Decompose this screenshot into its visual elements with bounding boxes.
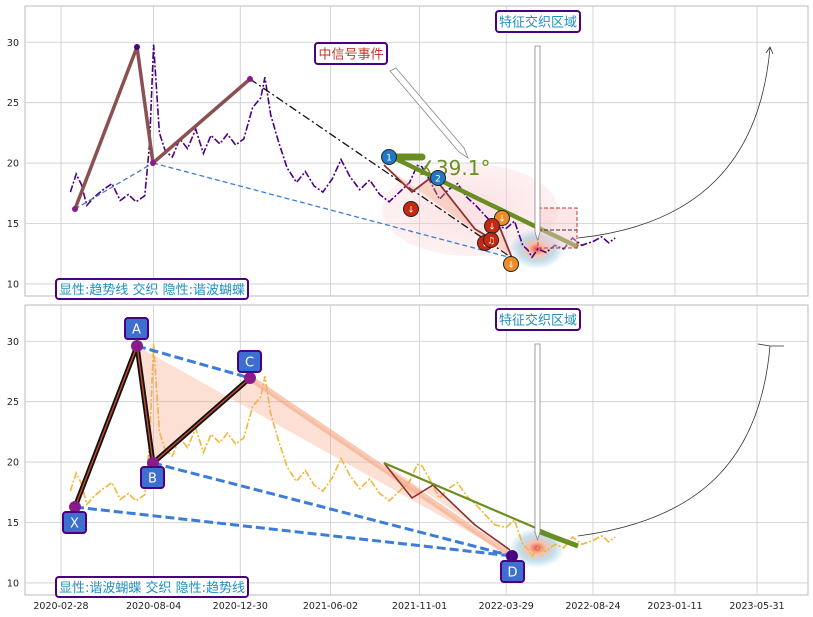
y-tick-label: 30 [7, 38, 19, 49]
bottom-forecast-tail [757, 343, 784, 347]
top-harmonic-legs [73, 46, 252, 210]
signal-marker-2: 2 [430, 170, 446, 186]
bottom-point-c [244, 372, 256, 384]
y-tick-label: 25 [7, 98, 19, 109]
x-tick-label: 2023-05-31 [729, 601, 784, 612]
svg-text:2: 2 [435, 175, 441, 185]
bottom-title-box: 特征交织区域 [495, 308, 581, 331]
top-point-b [150, 160, 156, 166]
point-label-x: X [62, 511, 87, 534]
bottom-price-line [69, 343, 616, 558]
bottom-green-trend-thick [534, 527, 579, 549]
svg-text:中信号事件: 中信号事件 [318, 48, 383, 63]
signal-marker-7: ♫ [483, 232, 499, 248]
x-tick-labels: 2020-02-28 2020-08-04 2020-12-30 2021-06-02… [33, 601, 784, 612]
bottom-cd-leg [248, 375, 514, 559]
top-zone-pointer [534, 45, 541, 242]
bottom-legend-box: 显性:谐波蝴蝶 交织 隐性:趋势线 [55, 576, 249, 598]
angle-label: ∡39.1° [418, 156, 490, 180]
top-point-c [247, 76, 253, 82]
top-event-pointer [389, 67, 469, 160]
top-green-trend [391, 154, 579, 250]
top-resistance-line [249, 78, 513, 259]
bottom-harmonic-fill [137, 346, 512, 556]
top-legend-box: 显性:趋势线 交织 隐性:谐波蝴蝶 [55, 278, 249, 300]
point-label-b: B [140, 466, 165, 489]
bottom-forecast-curve [577, 345, 771, 537]
x-tick-label: 2020-12-30 [213, 601, 268, 612]
top-panel: 10 15 20 25 30 ∡39.1° 1 2 ↓ [7, 5, 809, 300]
svg-text:D: D [507, 566, 517, 581]
signal-marker-5: ↓ [484, 218, 500, 234]
bottom-point-d [506, 550, 518, 562]
top-forecast-arrowhead [765, 46, 774, 55]
svg-text:特征交织区域: 特征交织区域 [499, 313, 577, 329]
bottom-ac-line [136, 344, 251, 380]
bottom-y-tick-labels: 10 15 20 25 30 [7, 337, 19, 590]
y-tick-label: 30 [7, 337, 19, 348]
signal-marker-1: 1 [381, 149, 397, 165]
x-tick-label: 2021-06-02 [303, 601, 358, 612]
bottom-harmonic-legs-inner [74, 345, 251, 508]
top-y-tick-labels: 10 15 20 25 30 [7, 38, 19, 291]
x-tick-label: 2022-08-24 [565, 601, 620, 612]
top-point-a [134, 44, 140, 50]
svg-text:♫: ♫ [487, 237, 495, 247]
point-label-a: A [124, 317, 149, 340]
top-target-box [537, 207, 578, 249]
top-support-line-2 [152, 162, 513, 259]
top-price-line [69, 44, 616, 259]
svg-text:↓: ↓ [407, 206, 415, 216]
event-box: 中信号事件 [314, 42, 388, 65]
svg-text:显性:谐波蝴蝶 交织 隐性:趋势线: 显性:谐波蝴蝶 交织 隐性:趋势线 [59, 580, 245, 596]
bottom-point-x [69, 501, 81, 513]
y-tick-label: 10 [7, 578, 19, 589]
top-support-line-1 [74, 162, 154, 210]
point-label-d: D [500, 560, 525, 583]
x-tick-label: 2020-02-28 [33, 601, 88, 612]
top-interlace-zone [382, 164, 558, 256]
bottom-panel: 10 15 20 25 30 X A B [7, 304, 809, 598]
point-label-c: C [237, 350, 262, 373]
svg-text:X: X [70, 517, 79, 532]
x-tick-label: 2023-01-11 [647, 601, 702, 612]
y-tick-label: 25 [7, 397, 19, 408]
svg-text:↓: ↓ [488, 223, 496, 233]
y-tick-label: 15 [7, 219, 19, 230]
svg-text:1: 1 [386, 154, 392, 164]
bottom-xd-line [74, 505, 513, 558]
x-tick-label: 2020-08-04 [126, 601, 181, 612]
signal-marker-8: ↓ [503, 256, 519, 272]
top-point-x [72, 206, 78, 212]
top-forecast-curve [577, 47, 771, 239]
svg-text:C: C [245, 356, 254, 371]
top-title-box: 特征交织区域 [495, 10, 581, 33]
y-tick-label: 10 [7, 279, 19, 290]
svg-text:A: A [132, 323, 141, 338]
y-tick-label: 20 [7, 458, 19, 469]
x-tick-label: 2021-11-01 [392, 601, 447, 612]
svg-text:特征交织区域: 特征交织区域 [499, 15, 577, 31]
svg-text:↓: ↓ [507, 261, 515, 271]
y-tick-label: 20 [7, 159, 19, 170]
top-plot-frame [24, 5, 809, 297]
signal-marker-3: ↓ [403, 201, 419, 217]
svg-text:↓: ↓ [498, 215, 506, 225]
bottom-zone-pointer [534, 343, 541, 542]
bottom-bd-line [152, 461, 513, 558]
svg-text:显性:趋势线 交织 隐性:谐波蝴蝶: 显性:趋势线 交织 隐性:谐波蝴蝶 [59, 282, 245, 298]
svg-text:B: B [148, 472, 157, 487]
bottom-point-a [131, 340, 143, 352]
x-tick-label: 2022-03-29 [479, 601, 534, 612]
y-tick-label: 15 [7, 518, 19, 529]
